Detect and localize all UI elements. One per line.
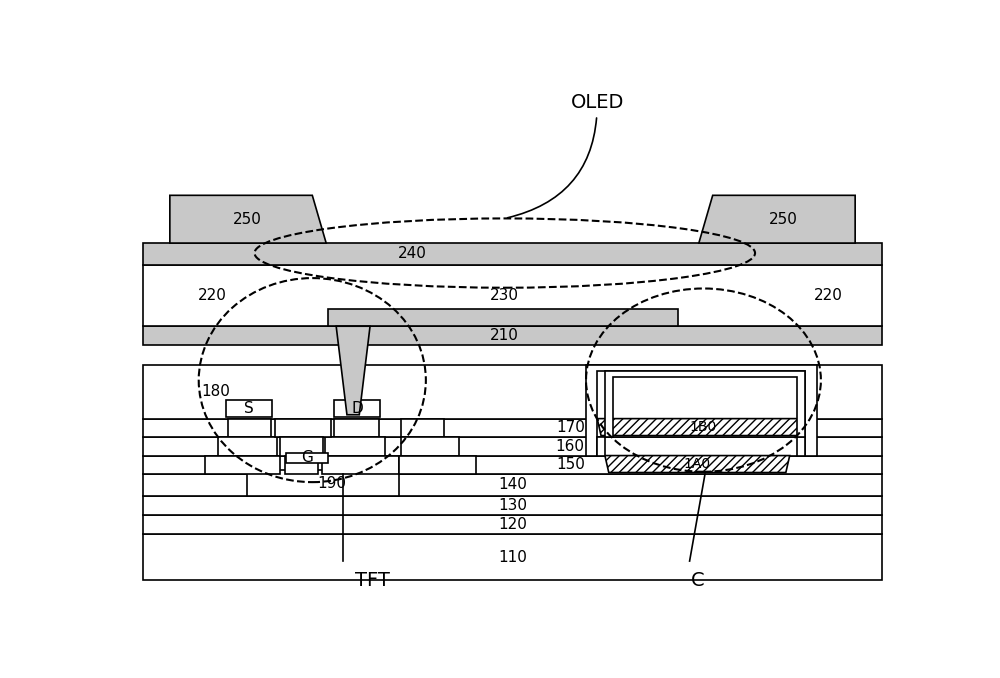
Text: 150: 150 xyxy=(556,458,585,473)
Text: 140: 140 xyxy=(498,477,527,492)
Text: 230: 230 xyxy=(490,288,519,303)
Polygon shape xyxy=(218,437,277,456)
Text: 1B0: 1B0 xyxy=(690,420,717,434)
Polygon shape xyxy=(143,365,882,418)
Polygon shape xyxy=(226,400,272,417)
Polygon shape xyxy=(399,456,476,474)
Polygon shape xyxy=(699,195,855,243)
Polygon shape xyxy=(275,418,331,437)
Polygon shape xyxy=(334,418,379,437)
Polygon shape xyxy=(336,326,370,415)
Text: 1A0: 1A0 xyxy=(684,457,711,471)
Text: TFT: TFT xyxy=(355,571,390,590)
Polygon shape xyxy=(597,418,805,435)
Text: OLED: OLED xyxy=(508,94,624,218)
Text: 250: 250 xyxy=(769,212,798,226)
Text: S: S xyxy=(244,401,254,416)
Text: 170: 170 xyxy=(556,420,585,435)
Text: 130: 130 xyxy=(498,498,527,513)
Text: 220: 220 xyxy=(198,288,227,303)
Polygon shape xyxy=(143,418,882,437)
Polygon shape xyxy=(143,496,882,515)
Polygon shape xyxy=(586,365,817,456)
Polygon shape xyxy=(143,326,882,346)
Polygon shape xyxy=(280,437,323,456)
Text: 190: 190 xyxy=(317,476,346,491)
Polygon shape xyxy=(605,456,790,473)
Text: 250: 250 xyxy=(232,212,261,226)
Polygon shape xyxy=(285,456,318,474)
Polygon shape xyxy=(143,515,882,534)
Polygon shape xyxy=(325,437,385,456)
Polygon shape xyxy=(797,437,805,456)
Text: C: C xyxy=(690,571,704,590)
Text: G: G xyxy=(301,450,313,465)
Polygon shape xyxy=(143,534,882,580)
Text: 240: 240 xyxy=(398,246,427,261)
Polygon shape xyxy=(143,264,882,326)
Polygon shape xyxy=(143,243,882,264)
Text: 220: 220 xyxy=(814,288,843,303)
Polygon shape xyxy=(143,437,882,456)
Text: 210: 210 xyxy=(490,328,519,343)
Polygon shape xyxy=(401,437,459,456)
Text: 120: 120 xyxy=(498,517,527,532)
Polygon shape xyxy=(286,452,328,463)
Polygon shape xyxy=(228,418,271,437)
Polygon shape xyxy=(205,456,280,474)
Polygon shape xyxy=(597,437,605,456)
Polygon shape xyxy=(322,456,399,474)
Polygon shape xyxy=(401,418,444,437)
Text: 160: 160 xyxy=(556,439,585,454)
Polygon shape xyxy=(170,195,326,243)
Polygon shape xyxy=(328,309,678,326)
Text: 110: 110 xyxy=(498,550,527,565)
Text: D: D xyxy=(351,401,363,416)
Text: 180: 180 xyxy=(202,384,230,399)
Polygon shape xyxy=(247,471,399,496)
Polygon shape xyxy=(143,456,882,474)
Polygon shape xyxy=(143,474,882,496)
Polygon shape xyxy=(334,400,380,417)
Polygon shape xyxy=(605,371,805,437)
